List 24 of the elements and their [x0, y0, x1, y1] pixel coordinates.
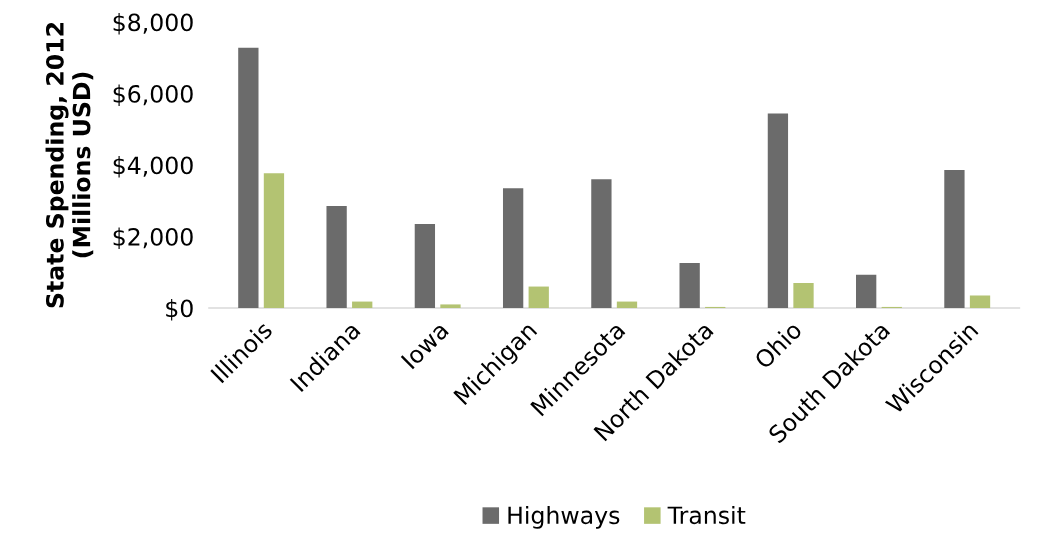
y-axis-title: State Spending, 2012 (Millions USD) — [45, 23, 94, 308]
bar — [326, 206, 347, 308]
bar — [352, 301, 373, 308]
y-tick-label: $6,000 — [113, 84, 193, 106]
bar — [263, 173, 285, 308]
bar — [440, 304, 461, 308]
bar — [767, 113, 789, 308]
bar — [528, 286, 549, 308]
legend-label: Highways — [508, 505, 620, 529]
bar — [944, 170, 965, 308]
bar — [616, 301, 638, 308]
bar — [969, 295, 991, 308]
bar — [679, 262, 700, 308]
legend-label: Transit — [667, 505, 746, 525]
bar — [238, 47, 259, 308]
bar — [414, 223, 436, 308]
y-tick-label: $8,000 — [113, 13, 193, 35]
bar — [502, 188, 524, 308]
bar — [856, 274, 877, 308]
y-tick-label: $2,000 — [113, 227, 193, 249]
y-tick-label: $4,000 — [113, 156, 193, 178]
y-tick-label: $0 — [166, 299, 193, 321]
bar — [591, 179, 612, 308]
bar — [793, 282, 814, 308]
